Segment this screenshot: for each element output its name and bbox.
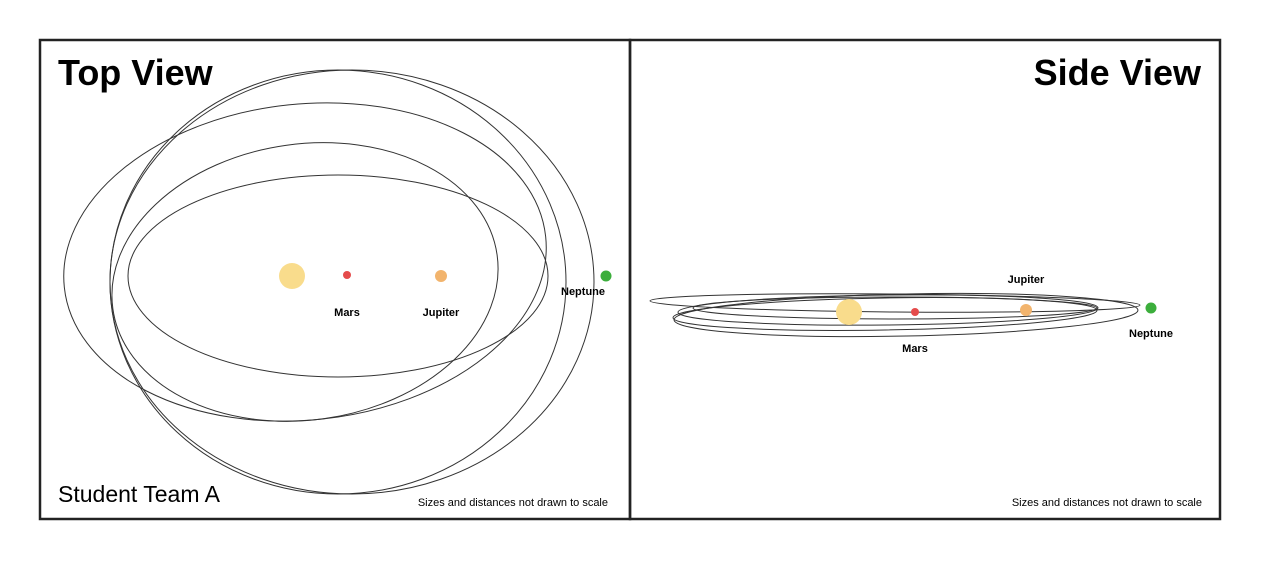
side-view-panel: [628, 38, 1222, 521]
mars-label-top: Mars: [334, 307, 360, 319]
jupiter-label-side: Jupiter: [1008, 274, 1045, 286]
top-view-title: Top View: [58, 52, 214, 93]
side-orbit-5: [673, 292, 1139, 338]
jupiter-label-top: Jupiter: [423, 307, 460, 319]
orbit-3: [63, 102, 547, 422]
neptune-side: [1145, 302, 1157, 314]
mars-label-side: Mars: [902, 343, 928, 355]
team-label: Student Team A: [58, 481, 221, 507]
neptune-top: [600, 270, 612, 282]
orbit-5: [109, 69, 595, 495]
orbit-1: [127, 174, 549, 378]
side-view-scale-note: Sizes and distances not drawn to scale: [1012, 497, 1202, 509]
mars-top: [343, 271, 351, 279]
top-view-scale-note: Sizes and distances not drawn to scale: [418, 497, 608, 509]
side-view-title: Side View: [1034, 52, 1202, 93]
mars-side: [911, 308, 919, 316]
side-orbit-2: [677, 294, 1099, 326]
neptune-label-top: Neptune: [561, 286, 605, 298]
sun-top: [279, 263, 305, 289]
side-view-orbits: [649, 292, 1141, 338]
jupiter-top: [435, 270, 447, 282]
top-view-orbits: [63, 69, 595, 495]
neptune-label-side: Neptune: [1129, 328, 1173, 340]
side-orbit-3: [672, 297, 1098, 331]
jupiter-side: [1020, 304, 1032, 316]
sun-side: [836, 299, 862, 325]
side-orbit-1: [692, 296, 1098, 320]
